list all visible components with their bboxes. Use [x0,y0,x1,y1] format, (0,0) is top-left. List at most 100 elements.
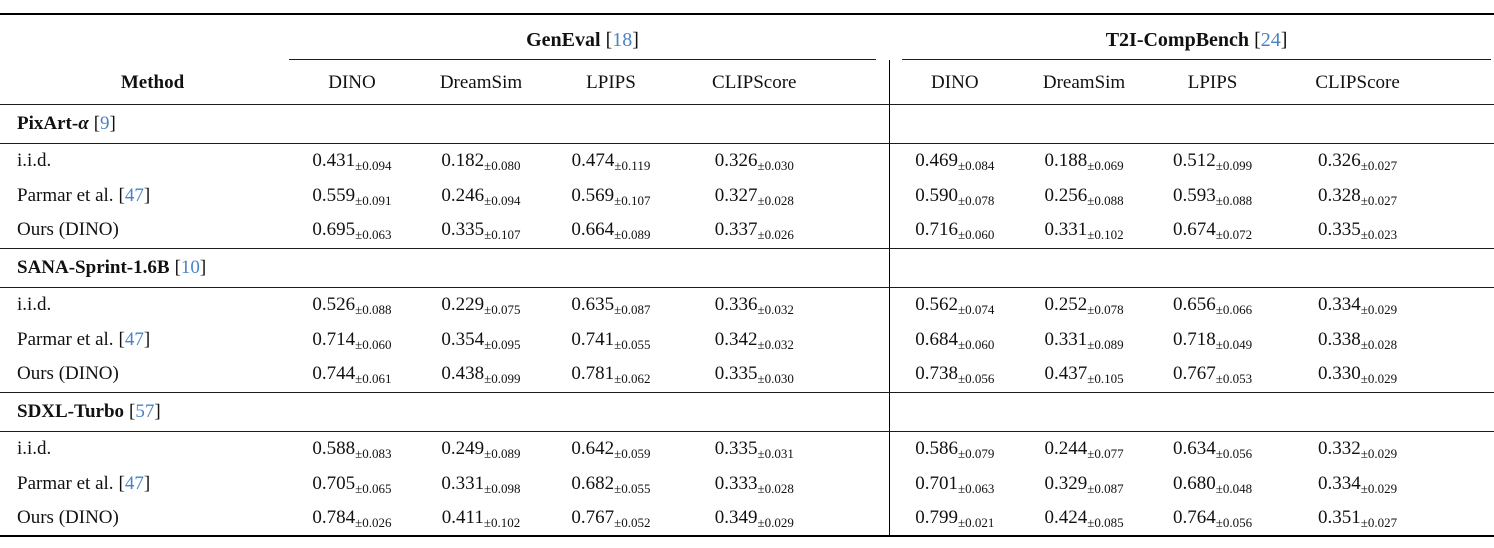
value-cell: 0.562±0.074 [915,293,995,317]
citation-link[interactable]: 47 [124,184,144,206]
method-label: i.i.d. [17,437,52,459]
citation-close-bracket: ] [154,400,161,422]
metric-header-dino: DINO [889,60,1021,105]
citation-open-bracket: [ [129,400,136,422]
value-cell: 0.349±0.029 [676,501,890,536]
value-cell: 0.437±0.105 [1020,357,1149,393]
value-cell: 0.338±0.028 [1317,328,1398,352]
value-cell: 0.738±0.056 [889,357,1021,393]
value-cell: 0.331±0.098 [441,472,521,496]
table-row: Parmar et al. [47] 0.714±0.060 0.354±0.09… [0,322,1494,357]
value-cell: 0.512±0.099 [1172,149,1253,173]
citation-open-bracket: [ [118,184,125,206]
citation-link[interactable]: 9 [100,112,110,134]
group-title: SDXL-Turbo [57] [0,392,890,432]
value-cell: 0.438±0.099 [416,357,546,393]
table-row: Ours (DINO)[] 0.744±0.061 0.438±0.099 0.… [0,357,1494,393]
table-row: Ours (DINO)[] 0.784±0.026 0.411±0.102 0.… [0,501,1494,536]
citation: [47] [119,473,151,494]
value-cell: 0.229±0.075 [441,293,521,317]
value-cell: 0.635±0.087 [571,293,651,317]
method-label: Ours (DINO) [17,507,119,528]
value-cell: 0.767±0.052 [571,507,651,530]
value-cell: 0.188±0.069 [1044,149,1124,173]
metric-header-clipscore: CLIPScore [676,60,890,105]
value-cell: 0.411±0.102 [441,507,521,530]
value-cell: 0.714±0.060 [312,328,392,352]
group-name: PixArt- [17,112,79,134]
value-cell: 0.701±0.063 [915,472,995,496]
value-cell: 0.351±0.027 [1317,507,1398,530]
citation: [18] [606,29,639,51]
value-cell: 0.781±0.062 [546,357,676,393]
value-cell: 0.634±0.056 [1172,437,1253,461]
citation-open-bracket: [ [174,256,181,278]
citation-close-bracket: ] [199,256,207,278]
value-cell: 0.590±0.078 [915,184,995,208]
citation-close-bracket: ] [1280,29,1288,51]
citation-link[interactable]: 10 [180,256,200,278]
citation-link[interactable]: 18 [612,29,633,51]
citation-link[interactable]: 47 [124,472,144,494]
method-label: Parmar et al. [17,472,114,494]
citation: [47] [119,185,151,206]
method-cell: Ours (DINO)[] [0,213,288,249]
value-cell: 0.337±0.026 [676,213,890,249]
metric-header-lpips: LPIPS [546,60,676,105]
citation-link[interactable]: 47 [124,328,144,350]
citation-open-bracket: [ [1254,29,1261,51]
value-cell: 0.695±0.063 [288,213,416,249]
value-cell: 0.330±0.029 [1277,357,1494,393]
value-cell: 0.674±0.072 [1148,213,1278,249]
citation: [24] [1254,29,1287,51]
value-cell: 0.642±0.059 [571,437,651,461]
value-cell: 0.329±0.087 [1044,472,1124,496]
citation: [10] [175,257,207,278]
citation-link[interactable]: 57 [135,400,155,422]
value-cell: 0.569±0.107 [571,184,651,208]
value-cell: 0.246±0.094 [441,184,521,208]
citation: [47] [119,329,151,350]
citation-close-bracket: ] [632,29,639,51]
citation-open-bracket: [ [118,472,125,494]
value-cell: 0.586±0.079 [915,437,995,461]
citation-close-bracket: ] [143,184,151,206]
method-cell: Parmar et al. [47] [0,178,288,213]
citation-close-bracket: ] [109,112,116,134]
value-cell: 0.680±0.048 [1172,472,1253,496]
value-cell: 0.256±0.088 [1044,184,1124,208]
value-cell: 0.474±0.119 [571,149,651,173]
value-cell: 0.332±0.029 [1317,437,1398,461]
value-cell: 0.718±0.049 [1172,328,1253,352]
value-cell: 0.664±0.089 [546,213,676,249]
value-cell: 0.249±0.089 [441,437,521,461]
metric-header-dreamsim: DreamSim [1020,60,1149,105]
value-cell: 0.252±0.078 [1044,293,1124,317]
benchmark-header-row: GenEval [18] T2I-CompBench [24] [0,14,1494,60]
method-label: i.i.d. [17,149,52,171]
benchmark-results-table: GenEval [18] T2I-CompBench [24] Method DIN… [0,13,1494,537]
value-cell: 0.331±0.102 [1020,213,1149,249]
method-label: Parmar et al. [17,328,114,350]
value-cell: 0.342±0.032 [676,322,890,357]
benchmark-header-geneval: GenEval [18] [288,14,889,60]
method-cell: i.i.d.[] [0,431,288,466]
value-cell: 0.182±0.080 [441,149,521,173]
table-row: i.i.d.[] 0.526±0.088 0.229±0.075 0.635±0… [0,287,1494,322]
value-cell: 0.684±0.060 [915,328,995,352]
value-cell: 0.741±0.055 [571,328,651,352]
value-cell: 0.335±0.107 [416,213,546,249]
value-cell: 0.327±0.028 [676,178,890,213]
citation-open-bracket: [ [118,328,125,350]
group-name: SANA-Sprint-1.6B [17,256,170,278]
value-cell: 0.326±0.030 [676,143,890,178]
value-cell: 0.326±0.027 [1317,149,1398,173]
citation-link[interactable]: 24 [1260,29,1281,51]
method-label: i.i.d. [17,293,52,315]
value-cell: 0.656±0.066 [1172,293,1253,317]
group-header-spacer [889,248,1494,288]
metric-header-row: Method DINO DreamSim LPIPS CLIPScore DIN… [0,60,1494,105]
metric-header-lpips: LPIPS [1148,60,1278,105]
value-cell: 0.593±0.088 [1172,184,1253,208]
benchmark-name: GenEval [526,29,601,51]
